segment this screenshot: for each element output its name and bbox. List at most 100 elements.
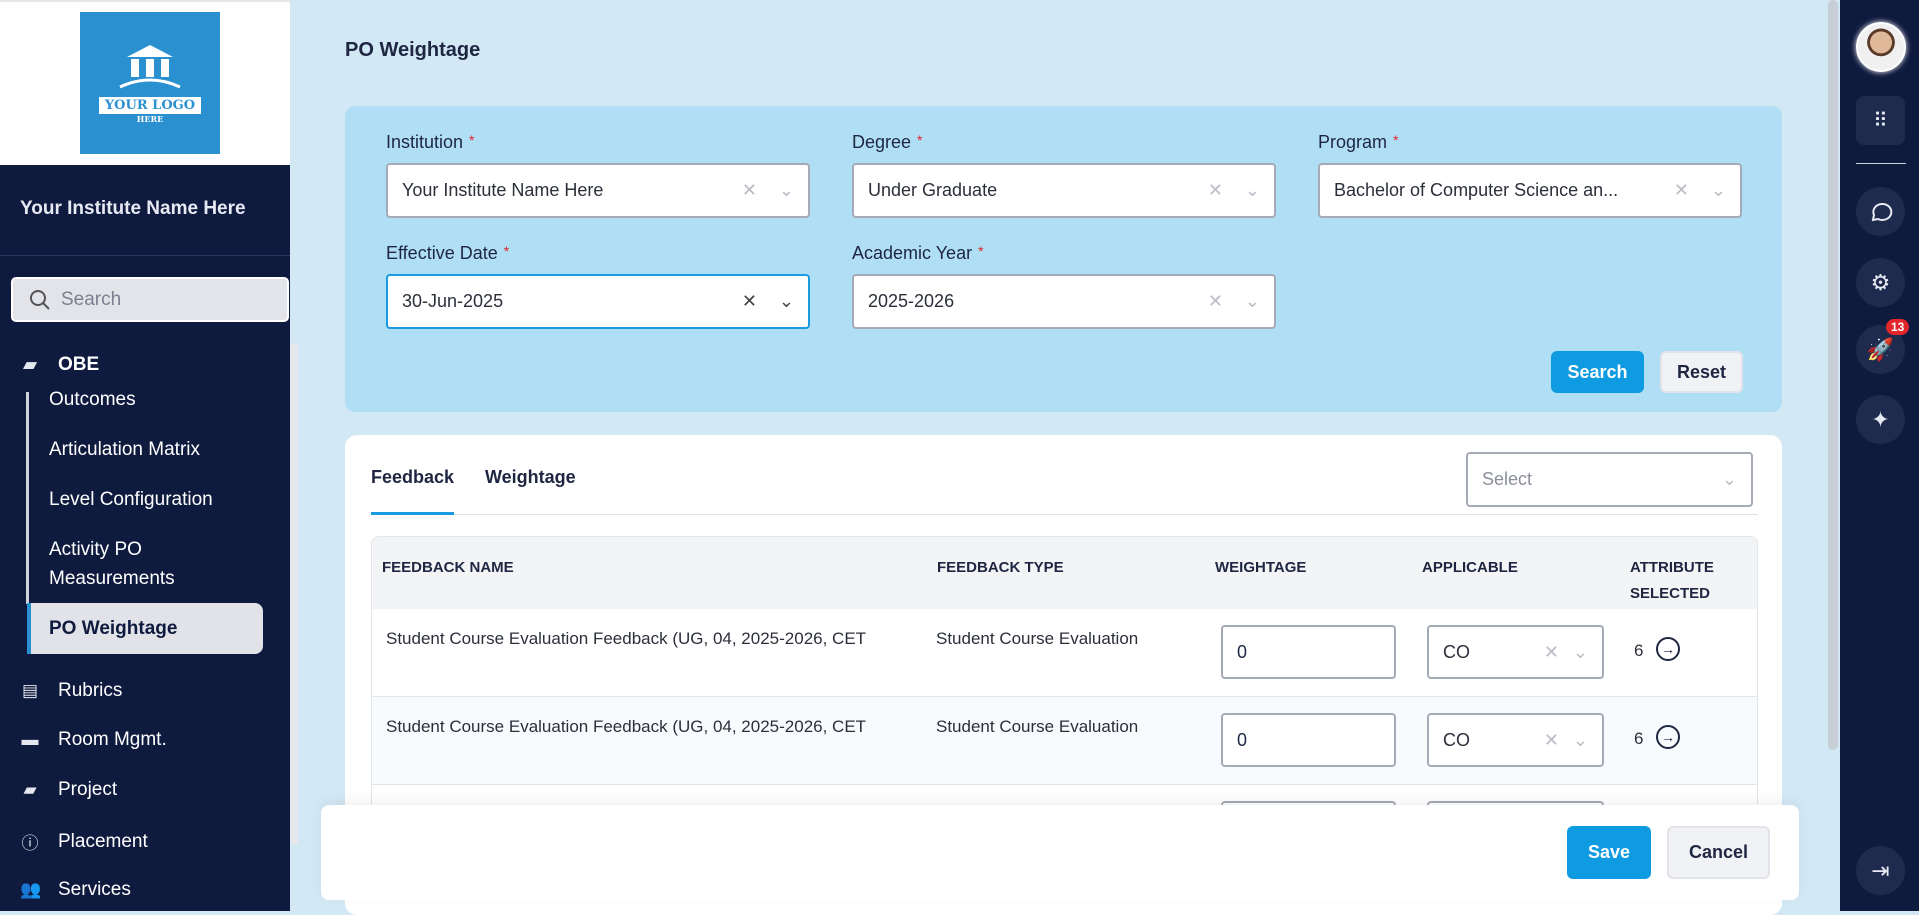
filter-select[interactable]: Select ⌄ [1466,452,1753,507]
logo-subtext: HERE [136,113,164,124]
sidebar-item-level-configuration[interactable]: Level Configuration [49,489,213,510]
chevron-down-icon[interactable]: ⌄ [778,291,794,311]
header-feedback-name: FEEDBACK NAME [382,559,514,576]
clear-icon[interactable]: ✕ [1673,180,1689,200]
header-applicable: APPLICABLE [1422,559,1518,576]
chevron-down-icon[interactable]: ⌄ [1721,469,1737,489]
sidebar-item-placement[interactable]: ⓘ Placement [20,829,148,854]
clear-icon[interactable]: ✕ [1207,291,1223,311]
clear-icon[interactable]: ✕ [1207,180,1223,200]
academic-year-select[interactable]: 2025-2026 ✕ ⌄ [852,274,1276,329]
clear-icon[interactable]: ✕ [741,291,757,311]
footer-action-bar [321,805,1799,900]
sidebar-item-rubrics[interactable]: ▤ Rubrics [20,680,122,702]
degree-select[interactable]: Under Graduate ✕ ⌄ [852,163,1276,218]
filter-panel [345,106,1782,412]
chevron-down-icon[interactable]: ⌄ [1244,180,1260,200]
institution-label: Institution * [386,132,475,152]
tab-feedback[interactable]: Feedback [371,467,455,487]
institution-select[interactable]: Your Institute Name Here ✕ ⌄ [386,163,810,218]
search-icon [30,289,50,310]
divider [1856,163,1906,164]
sidebar-item-label: Services [58,879,131,900]
sidebar-item-label: Rubrics [58,680,123,701]
logout-icon[interactable]: ⇥ [1856,846,1905,895]
institute-logo: YOUR LOGO HERE [80,12,220,154]
table-row: Student Course Evaluation Feedback (UG, … [372,697,1757,785]
label-line-1: Activity PO [49,539,142,560]
chat-icon[interactable] [1856,187,1905,236]
header-attribute-selected: ATTRIBUTE SELECTED [1630,559,1714,602]
cancel-button[interactable]: Cancel [1667,826,1770,879]
search-button[interactable]: Search [1551,351,1644,393]
effective-date-label: Effective Date * [386,243,510,263]
building-icon [119,44,181,88]
sidebar-scrollbar[interactable] [290,343,298,845]
tab-weightage[interactable]: Weightage [485,467,576,487]
chevron-down-icon[interactable]: ⌄ [1572,641,1588,662]
sidebar-item-po-weightage[interactable]: PO Weightage [27,603,263,654]
tab-divider [371,514,1758,515]
sidebar-item-articulation-matrix[interactable]: Articulation Matrix [49,439,200,460]
gear-icon[interactable]: ⚙ [1856,258,1905,307]
applicable-select[interactable]: CO ✕ ⌄ [1427,625,1604,679]
sidebar-item-label: Placement [58,830,148,852]
weightage-input[interactable]: 0 [1221,625,1396,679]
active-tab-indicator [371,512,454,515]
apps-grid-icon[interactable]: ⠿ [1856,96,1905,145]
right-rail [1840,0,1919,911]
search-placeholder: Search [61,288,122,310]
newspaper-icon: ▤ [21,681,39,700]
feedback-type: Student Course Evaluation [936,717,1139,736]
sidebar-item-outcomes[interactable]: Outcomes [49,389,136,410]
sidebar-item-label: Room Mgmt. [58,729,167,750]
program-label: Program * [1318,132,1399,152]
sidebar-item-project[interactable]: ▰ Project [20,779,117,801]
divider [0,255,290,256]
sidebar-item-room-mgmt[interactable]: ▬ Room Mgmt. [20,729,167,751]
save-button[interactable]: Save [1567,826,1651,879]
book-icon: ▰ [23,355,37,374]
sparkles-icon[interactable]: ✦ [1856,395,1905,444]
notification-badge: 13 [1886,319,1910,335]
sidebar-item-label: Project [58,779,118,800]
attribute-count: 6 [1634,729,1644,748]
effective-date-select[interactable]: 30-Jun-2025 ✕ ⌄ [386,274,810,329]
main-scrollbar[interactable] [1828,0,1838,750]
avatar[interactable] [1856,22,1906,72]
feedback-type: Student Course Evaluation [936,629,1139,648]
sidebar-item-activity-po-measurements[interactable]: Activity PO Measurements [49,535,175,593]
reset-button[interactable]: Reset [1660,351,1743,393]
chevron-down-icon[interactable]: ⌄ [1572,729,1588,750]
arrow-right-circle-icon[interactable]: → [1656,725,1680,749]
bed-icon: ▬ [21,730,39,749]
chevron-down-icon[interactable]: ⌄ [1710,180,1726,200]
sidebar-item-services[interactable]: 👥 Services [20,879,131,901]
table-row: Student Course Evaluation Feedback (UG, … [372,609,1757,697]
info-icon: ⓘ [21,834,39,853]
label-line-2: Measurements [49,568,175,589]
users-icon: 👥 [20,880,42,899]
book-icon: ▰ [23,780,37,799]
weightage-input[interactable]: 0 [1221,713,1396,767]
clear-icon[interactable]: ✕ [1543,641,1559,662]
program-select[interactable]: Bachelor of Computer Science an... ✕ ⌄ [1318,163,1742,218]
applicable-select[interactable]: CO ✕ ⌄ [1427,713,1604,767]
arrow-right-circle-icon[interactable]: → [1656,637,1680,661]
attribute-count: 6 [1634,641,1644,660]
chevron-down-icon[interactable]: ⌄ [1244,291,1260,311]
sidebar-item-obe[interactable]: ▰ OBE [20,354,99,376]
sidebar-search-input[interactable]: Search [11,277,289,322]
clear-icon[interactable]: ✕ [1543,729,1559,750]
feedback-name: Student Course Evaluation Feedback (UG, … [386,717,867,736]
sidebar-item-label: OBE [58,354,100,375]
clear-icon[interactable]: ✕ [741,180,757,200]
feedback-name: Student Course Evaluation Feedback (UG, … [386,629,867,648]
institute-name: Your Institute Name Here [20,198,246,219]
page-title: PO Weightage [345,39,481,61]
chevron-down-icon[interactable]: ⌄ [778,180,794,200]
submenu-line [26,392,29,604]
academic-year-label: Academic Year * [852,243,984,263]
header-feedback-type: FEEDBACK TYPE [937,559,1064,576]
header-weightage: WEIGHTAGE [1215,559,1307,576]
